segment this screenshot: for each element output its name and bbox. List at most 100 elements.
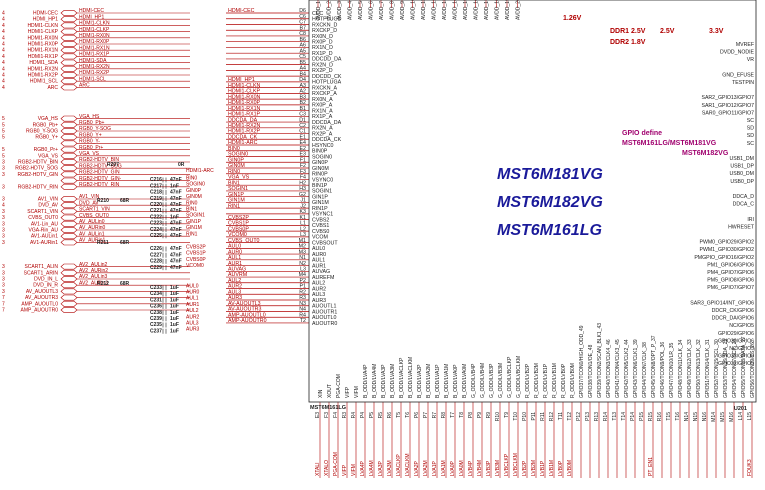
net-label: AUR1 — [228, 261, 242, 267]
cap-value: 47nF — [170, 196, 182, 202]
ball-number: D4 — [299, 77, 306, 83]
bottom-net-label: LVA1P — [432, 461, 438, 476]
net-label: HDMI1-RX2N — [79, 64, 110, 70]
net-label: HDMI1-ARC — [186, 168, 214, 174]
bottom-ball-number: T5 — [396, 412, 402, 418]
top-pin-name: AVDD_4 — [348, 1, 354, 20]
ball-number: K1 — [300, 215, 307, 221]
right-pin-name: SAR1_GPIO12/GPIO7 — [702, 103, 755, 109]
sheet-ref: 4 — [2, 17, 5, 23]
port-name: AMP_AUOUTR0 — [20, 308, 58, 314]
ball-number: R3 — [299, 295, 306, 301]
pin-name: AUOUTL0 — [312, 315, 336, 321]
net-label: RIN0 — [228, 169, 240, 175]
bottom-ball-number: F3 — [324, 412, 330, 418]
top-pin-name: AVDD_20 — [516, 0, 522, 20]
ball-number: M1 — [299, 238, 306, 244]
sheet-ref: 3 — [2, 209, 5, 215]
chip-title: MST6M181VG — [497, 166, 603, 183]
net-label: HDMI1-RX1N — [79, 45, 110, 51]
bottom-net-label: PGA-COM — [333, 452, 339, 476]
sheet-ref: 3 — [2, 166, 5, 172]
ball-number: M4 — [299, 272, 306, 278]
pin-name: HOTPLUGD — [312, 17, 342, 23]
net-label: AV2_AURin2 — [79, 268, 108, 274]
port-name: HDMI1_SCL — [30, 79, 58, 85]
right-pin-name: USB1_DM — [729, 156, 754, 162]
bottom-ball-number: R3 — [342, 412, 348, 419]
ball-number: B4 — [300, 71, 307, 77]
bottom-ball-number: R14 — [603, 412, 609, 421]
bottom-ball-number: M14 — [711, 412, 717, 422]
net-label: SOGIN0 — [228, 152, 248, 158]
bottom-ball-number: R9 — [486, 412, 492, 419]
cap-value: 47nF — [170, 202, 182, 208]
net-label: ARC — [79, 83, 90, 89]
cap-value: 1uF — [170, 297, 179, 303]
bottom-ball-number: M16 — [729, 412, 735, 422]
bottom-ball-number: T13 — [612, 412, 618, 421]
resistor-value: 68R — [120, 281, 130, 287]
sheet-ref: 3 — [2, 184, 5, 190]
cap-value: 47nF — [170, 233, 182, 239]
ball-number: B5 — [300, 60, 307, 66]
pin-name: HSYNC0 — [312, 143, 334, 149]
ball-number: P1 — [300, 284, 307, 290]
net-label: HDMI1-CLKP — [79, 27, 110, 33]
ball-number: G2 — [299, 192, 306, 198]
net-label: HDMI_HP1 — [79, 14, 105, 20]
net-label: HDMI1-RX1N — [228, 106, 261, 112]
net-label: HDMI1-CLKN — [79, 21, 110, 27]
net-label: AUR2 — [228, 284, 242, 290]
cap-ref: C218 — [150, 190, 162, 196]
ball-number: F4 — [300, 175, 306, 181]
pin-name: DDCDA_CK — [312, 137, 342, 143]
bottom-pin-name: B_ODD/LVA0M — [462, 364, 468, 398]
net-label: HDMI1-RX0N — [79, 33, 110, 39]
net-label: RGB0_Pb+ — [79, 120, 105, 126]
pin-name: RX0P_D — [312, 40, 333, 46]
net-label: BIN1 — [228, 180, 240, 186]
bottom-pin-name: GPIO44/TCON7/CLK_38 — [642, 342, 648, 398]
right-pin-name: VR — [747, 57, 754, 63]
bottom-pin-name: GPIO40/TCON3/CLK4_46 — [606, 339, 612, 398]
cap-value: 47nF — [170, 265, 182, 271]
bottom-ball-number: R7 — [432, 412, 438, 419]
chip-refdes: U201 — [734, 406, 747, 412]
cap-net: SOGIN1 — [186, 213, 205, 219]
bottom-net-label: LVA0P — [450, 461, 456, 476]
net-label: DDCDA_DA — [228, 117, 258, 123]
sheet-ref: 4 — [2, 66, 5, 72]
right-pin-name: GPIO30/GPIO6 — [718, 338, 754, 344]
top-pin-name: AVDD_1 — [316, 1, 322, 20]
cap-net: RIN1 — [186, 231, 198, 237]
top-pin-name: AVDD_16 — [474, 0, 480, 20]
net-label: HDMI_HP1 — [228, 77, 255, 83]
net-label: VCOM0 — [228, 232, 247, 238]
port-name: RGB2-HDTV_GIN — [17, 172, 58, 178]
net-label: CVBS_OUT0 — [228, 238, 260, 244]
ball-number: C7 — [299, 20, 306, 26]
ball-number: A3 — [300, 83, 307, 89]
port-name: SCART1_ALIN — [24, 264, 58, 270]
port-hex — [60, 300, 78, 307]
bottom-ball-number: P12 — [576, 412, 582, 421]
net-label: DVD_AV — [79, 200, 99, 206]
sheet-ref: 4 — [2, 73, 5, 79]
right-pin-name: TESTPIN — [732, 80, 754, 86]
cap-value: 47nF — [170, 221, 182, 227]
port-hex — [60, 159, 78, 165]
cap-net: SOGIN0 — [186, 182, 205, 188]
bottom-net-label: LVBCLKP — [504, 453, 510, 476]
right-pin-name: SAR3_GPIO14/INT_GPIO6 — [690, 300, 754, 306]
bottom-net-label: FOUK3 — [747, 459, 753, 476]
pin-name: CVBSOUT — [312, 240, 338, 246]
pin-name: AUL1 — [312, 258, 325, 264]
net-label: AV2_AULin3 — [79, 274, 107, 280]
port-hex — [60, 288, 78, 295]
bottom-pin-name: GPIO52/TCON15/SCL_30 — [714, 339, 720, 398]
pin-name: AUR3 — [312, 298, 326, 304]
bottom-net-label: LVA1M — [441, 460, 447, 476]
port-hex — [60, 47, 78, 54]
